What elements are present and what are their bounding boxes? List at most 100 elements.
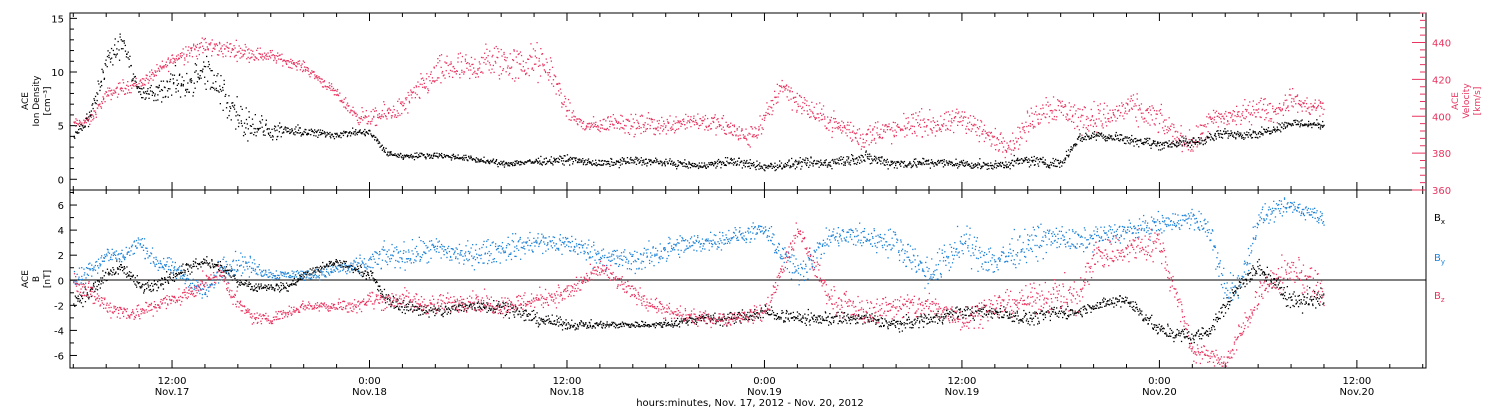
velocity-point — [871, 134, 874, 136]
density-point — [164, 86, 166, 89]
velocity-point — [187, 61, 189, 63]
density-point — [361, 133, 363, 135]
velocity-point — [489, 50, 491, 52]
density-point — [806, 162, 808, 164]
density-point — [1046, 164, 1049, 166]
density-point — [913, 158, 916, 160]
velocity-point — [195, 55, 198, 57]
density-point — [73, 135, 75, 137]
velocity-point — [306, 67, 309, 69]
velocity-point — [943, 118, 945, 121]
bx-point — [170, 272, 172, 274]
velocity-point — [1317, 104, 1320, 106]
velocity-point — [391, 115, 393, 117]
velocity-point — [359, 117, 361, 120]
density-point — [840, 156, 842, 158]
density-point — [1163, 144, 1166, 146]
bx-point — [189, 273, 191, 275]
density-point — [534, 161, 536, 163]
density-point — [317, 129, 320, 131]
velocity-point — [230, 43, 232, 45]
density-point — [1199, 143, 1201, 145]
density-point — [886, 158, 888, 161]
density-point — [925, 163, 927, 165]
bx-point — [123, 272, 125, 274]
density-point — [668, 160, 671, 162]
velocity-point — [896, 125, 898, 127]
velocity-point — [1306, 97, 1308, 99]
density-point — [223, 79, 225, 82]
velocity-point — [755, 128, 757, 130]
density-point — [734, 162, 736, 164]
velocity-point — [653, 133, 655, 135]
velocity-point — [781, 86, 783, 89]
velocity-point — [824, 125, 826, 127]
velocity-point — [949, 114, 951, 116]
bx-point — [190, 264, 192, 266]
density-point — [330, 134, 332, 136]
velocity-point — [1034, 126, 1036, 128]
velocity-point — [657, 126, 659, 128]
velocity-point — [1049, 104, 1051, 106]
velocity-point — [903, 125, 905, 127]
density-point — [1017, 163, 1020, 165]
bx-point — [169, 273, 171, 276]
velocity-point — [694, 121, 696, 123]
density-point — [1127, 137, 1129, 139]
density-point — [143, 87, 145, 89]
velocity-point — [779, 90, 781, 92]
density-point — [1157, 141, 1159, 143]
velocity-point — [102, 98, 105, 101]
density-point — [549, 159, 551, 161]
velocity-point — [456, 70, 458, 72]
density-point — [1073, 145, 1075, 147]
density-point — [216, 75, 218, 77]
velocity-point — [297, 63, 299, 65]
velocity-point — [1255, 116, 1257, 118]
bx-point — [225, 272, 227, 274]
density-point — [1006, 163, 1008, 166]
velocity-point — [149, 75, 151, 78]
density-point — [89, 114, 91, 116]
density-point — [1143, 143, 1145, 146]
density-point — [1217, 130, 1219, 132]
density-point — [447, 155, 449, 157]
bx-point — [234, 274, 236, 276]
bx-point — [212, 265, 214, 267]
density-point — [777, 167, 779, 169]
bx-point — [263, 286, 265, 289]
bx-point — [73, 303, 75, 305]
density-point — [1127, 142, 1130, 144]
velocity-point — [822, 105, 825, 107]
velocity-point — [1052, 110, 1054, 112]
velocity-point — [203, 38, 205, 41]
density-point — [935, 162, 937, 164]
velocity-point — [465, 62, 468, 65]
density-point — [1303, 124, 1305, 127]
density-point — [700, 165, 702, 168]
velocity-point — [821, 118, 824, 121]
density-point — [313, 134, 315, 137]
velocity-point — [455, 73, 457, 75]
velocity-point — [313, 71, 315, 73]
velocity-point — [738, 126, 740, 128]
density-point — [1313, 124, 1315, 126]
velocity-point — [256, 57, 258, 60]
velocity-point — [153, 75, 155, 77]
velocity-point — [1019, 127, 1021, 129]
velocity-point — [273, 54, 275, 57]
density-point — [938, 162, 940, 164]
data-points — [73, 33, 1325, 367]
density-point — [511, 163, 513, 165]
density-point — [947, 164, 949, 166]
bx-point — [227, 269, 229, 271]
density-point — [514, 163, 516, 165]
velocity-point — [806, 110, 808, 112]
velocity-point — [625, 118, 627, 121]
velocity-point — [749, 146, 751, 148]
velocity-point — [928, 119, 930, 121]
density-point — [1180, 141, 1183, 143]
velocity-point — [105, 91, 108, 93]
velocity-point — [905, 128, 907, 130]
velocity-point — [174, 59, 176, 61]
